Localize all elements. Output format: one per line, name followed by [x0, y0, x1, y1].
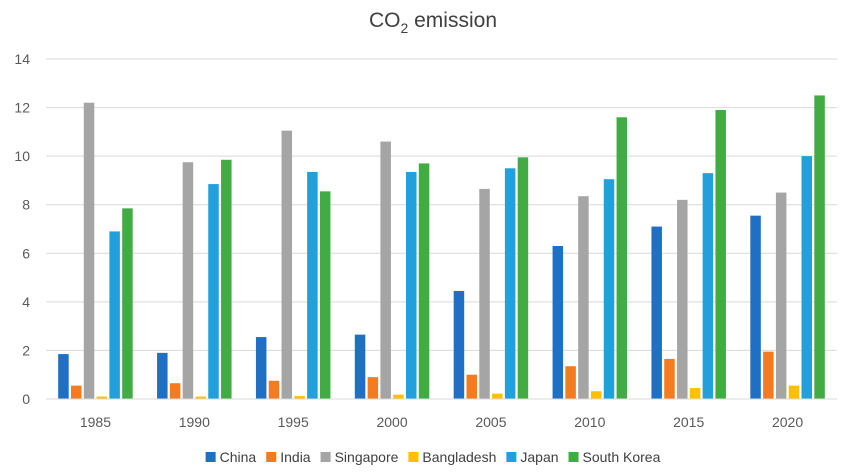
x-tick-label: 2020 [772, 414, 803, 430]
chart-title-main: CO [369, 9, 401, 32]
bar-india-1995 [268, 380, 280, 399]
bar-china-1985 [58, 354, 69, 399]
bar-singapore-1985 [83, 102, 95, 399]
legend-swatch [568, 452, 579, 462]
bar-japan-2000 [406, 171, 417, 399]
x-tick-label: 1995 [278, 414, 309, 430]
chart-title-subscript: 2 [401, 20, 409, 36]
x-tick-label: 2010 [574, 414, 605, 430]
bar-japan-1985 [109, 231, 120, 399]
x-axis-ticks: 1985 1990 1995 2000 2005 2010 2015 2020 [80, 414, 803, 430]
y-tick-label: 0 [22, 391, 30, 407]
bar-singapore-1990 [182, 162, 194, 399]
bar-japan-1990 [208, 184, 219, 399]
y-axis-ticks: 0 2 4 6 8 10 12 14 [14, 51, 30, 407]
bar-china-1995 [255, 337, 267, 399]
bar-south-korea-1990 [221, 159, 232, 399]
legend-label: India [280, 449, 311, 465]
bar-singapore-2000 [380, 141, 391, 400]
bar-japan-2020 [801, 156, 813, 399]
bars [58, 95, 825, 400]
chart-title-suffix: emission [408, 9, 497, 32]
bar-china-2010 [552, 246, 564, 399]
y-tick-label: 14 [14, 51, 30, 67]
legend-swatch [205, 452, 216, 462]
legend-swatch [266, 452, 277, 462]
bar-bangladesh-2005 [492, 393, 503, 399]
bar-india-2015 [664, 358, 675, 399]
bar-bangladesh-1995 [294, 396, 305, 399]
bar-singapore-2005 [479, 188, 490, 399]
bar-bangladesh-2000 [393, 394, 404, 399]
legend-item-india: India [266, 449, 311, 465]
legend-swatch [506, 452, 517, 462]
legend-item-south-korea: South Korea [568, 449, 661, 465]
legend-label: Bangladesh [422, 449, 496, 465]
y-tick-label: 6 [22, 245, 30, 261]
y-tick-label: 8 [22, 197, 30, 213]
bar-china-2005 [453, 290, 465, 399]
bar-singapore-2010 [578, 196, 589, 399]
y-tick-label: 4 [22, 294, 30, 310]
bar-japan-1995 [307, 171, 318, 399]
bar-singapore-2020 [775, 192, 787, 399]
bar-china-1990 [157, 352, 168, 399]
legend-label: Japan [520, 449, 558, 465]
bar-south-korea-2005 [517, 157, 529, 399]
legend-item-singapore: Singapore [320, 449, 399, 465]
chart-title: CO2 emission [369, 9, 497, 36]
legend-label: South Korea [583, 449, 661, 465]
legend-swatch [408, 452, 419, 462]
y-tick-label: 2 [22, 342, 30, 358]
bar-south-korea-2020 [814, 95, 825, 399]
legend: China India Singapore Bangladesh Japan South … [205, 449, 661, 465]
legend-item-bangladesh: Bangladesh [408, 449, 496, 465]
bar-china-2000 [354, 334, 366, 399]
bar-south-korea-1985 [122, 208, 133, 399]
bar-japan-2005 [504, 168, 516, 399]
bar-south-korea-2010 [616, 117, 628, 400]
bar-japan-2015 [702, 173, 714, 399]
bar-bangladesh-2020 [788, 385, 800, 399]
x-tick-label: 2000 [376, 414, 407, 430]
bar-bangladesh-1985 [96, 396, 108, 399]
bar-india-2000 [367, 377, 379, 399]
bar-india-1985 [70, 385, 82, 399]
legend-item-china: China [205, 449, 257, 465]
bar-india-2005 [466, 374, 477, 399]
bar-india-1990 [169, 383, 181, 399]
bar-japan-2010 [603, 179, 615, 399]
legend-label: China [220, 449, 257, 465]
legend-label: Singapore [335, 449, 399, 465]
legend-swatch [320, 452, 331, 462]
bar-south-korea-2015 [715, 110, 726, 399]
bar-india-2010 [565, 366, 576, 399]
bar-south-korea-2000 [418, 163, 430, 399]
bar-bangladesh-1990 [195, 396, 206, 399]
legend-item-japan: Japan [506, 449, 559, 465]
bar-china-2020 [750, 215, 761, 399]
y-tick-label: 10 [14, 148, 30, 164]
gridlines [46, 58, 837, 351]
bar-singapore-1995 [281, 130, 293, 399]
x-tick-label: 1985 [80, 414, 111, 430]
bar-bangladesh-2015 [689, 388, 701, 399]
bar-singapore-2015 [677, 199, 688, 399]
bar-south-korea-1995 [319, 191, 331, 399]
x-tick-label: 2005 [475, 414, 506, 430]
bar-india-2020 [763, 351, 774, 399]
y-tick-label: 12 [14, 100, 30, 116]
bar-bangladesh-2010 [590, 391, 602, 399]
x-tick-label: 2015 [673, 414, 704, 430]
x-tick-label: 1990 [179, 414, 210, 430]
bar-china-2015 [651, 226, 662, 399]
